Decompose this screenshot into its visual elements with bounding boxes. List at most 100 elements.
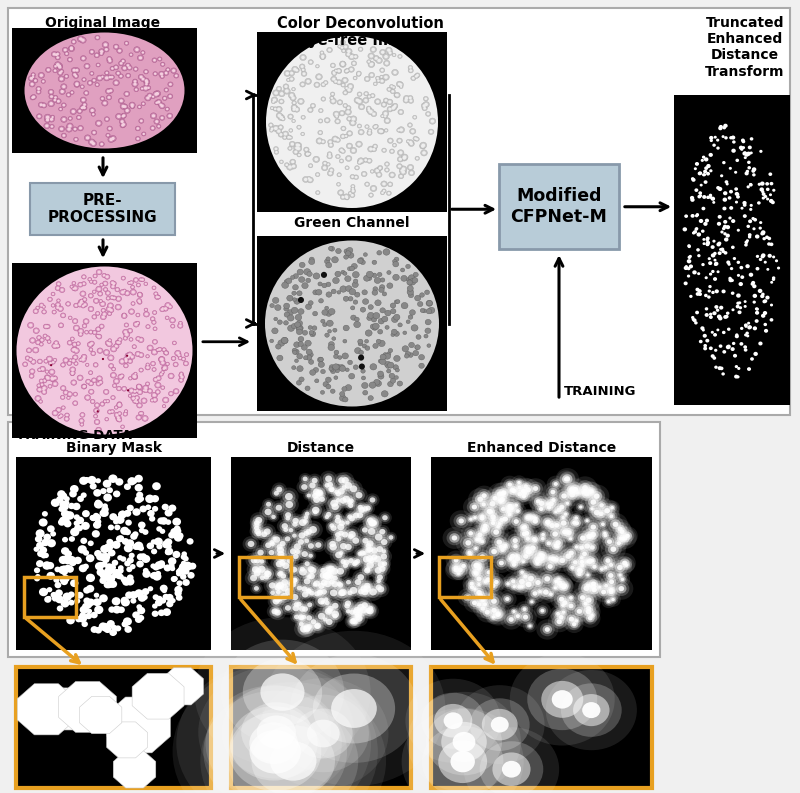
- Bar: [24, 577, 76, 617]
- Ellipse shape: [384, 75, 388, 79]
- Ellipse shape: [59, 517, 66, 523]
- Ellipse shape: [273, 608, 281, 615]
- Ellipse shape: [324, 597, 329, 602]
- Ellipse shape: [525, 478, 546, 499]
- Ellipse shape: [74, 598, 80, 603]
- Ellipse shape: [748, 325, 752, 329]
- Ellipse shape: [58, 283, 60, 285]
- Ellipse shape: [122, 289, 126, 293]
- Ellipse shape: [139, 412, 142, 414]
- Ellipse shape: [338, 488, 345, 495]
- Ellipse shape: [567, 485, 576, 493]
- Ellipse shape: [96, 327, 101, 331]
- Ellipse shape: [554, 611, 568, 624]
- Ellipse shape: [358, 580, 377, 598]
- Ellipse shape: [470, 513, 480, 522]
- Ellipse shape: [378, 59, 381, 62]
- Ellipse shape: [585, 487, 594, 496]
- Ellipse shape: [748, 236, 751, 239]
- Ellipse shape: [287, 310, 294, 316]
- Ellipse shape: [50, 95, 53, 98]
- Ellipse shape: [289, 136, 293, 140]
- Ellipse shape: [152, 506, 158, 511]
- Ellipse shape: [250, 522, 263, 534]
- Ellipse shape: [278, 132, 284, 137]
- Ellipse shape: [101, 75, 105, 79]
- Ellipse shape: [752, 228, 756, 230]
- Ellipse shape: [116, 71, 121, 75]
- Ellipse shape: [313, 156, 320, 163]
- Ellipse shape: [578, 487, 590, 498]
- Ellipse shape: [342, 77, 348, 83]
- Ellipse shape: [142, 389, 146, 392]
- Ellipse shape: [523, 615, 528, 619]
- Ellipse shape: [250, 512, 267, 528]
- Ellipse shape: [321, 480, 334, 491]
- Ellipse shape: [498, 488, 509, 497]
- Ellipse shape: [43, 324, 49, 329]
- Ellipse shape: [63, 358, 69, 363]
- Ellipse shape: [342, 485, 346, 490]
- Ellipse shape: [567, 488, 576, 496]
- Ellipse shape: [346, 496, 356, 505]
- Ellipse shape: [350, 68, 353, 71]
- Ellipse shape: [486, 590, 496, 600]
- Ellipse shape: [346, 251, 351, 256]
- Ellipse shape: [350, 55, 354, 59]
- Ellipse shape: [542, 517, 553, 527]
- Ellipse shape: [587, 489, 593, 494]
- Ellipse shape: [312, 620, 323, 631]
- Ellipse shape: [568, 601, 591, 622]
- Ellipse shape: [268, 540, 277, 548]
- Ellipse shape: [105, 580, 113, 588]
- Ellipse shape: [292, 534, 297, 538]
- Ellipse shape: [584, 531, 594, 542]
- Ellipse shape: [52, 343, 58, 349]
- Ellipse shape: [103, 350, 110, 355]
- Ellipse shape: [315, 489, 323, 496]
- Ellipse shape: [174, 389, 179, 394]
- Ellipse shape: [298, 539, 304, 545]
- Ellipse shape: [522, 491, 527, 496]
- Ellipse shape: [530, 589, 539, 598]
- Ellipse shape: [340, 543, 346, 550]
- Ellipse shape: [43, 334, 47, 338]
- Ellipse shape: [132, 345, 137, 349]
- Ellipse shape: [143, 78, 149, 83]
- Ellipse shape: [742, 140, 746, 144]
- Ellipse shape: [408, 170, 414, 176]
- Ellipse shape: [285, 512, 291, 518]
- Ellipse shape: [310, 165, 312, 167]
- Ellipse shape: [582, 490, 586, 494]
- Ellipse shape: [64, 520, 71, 527]
- Ellipse shape: [690, 196, 694, 200]
- Ellipse shape: [398, 82, 402, 86]
- Ellipse shape: [607, 513, 615, 519]
- Ellipse shape: [524, 511, 546, 532]
- Ellipse shape: [358, 104, 365, 109]
- Ellipse shape: [376, 172, 382, 178]
- Ellipse shape: [530, 535, 541, 546]
- Ellipse shape: [162, 608, 171, 616]
- Ellipse shape: [548, 488, 558, 496]
- Ellipse shape: [124, 337, 126, 339]
- Ellipse shape: [290, 275, 295, 279]
- Ellipse shape: [142, 588, 150, 595]
- Ellipse shape: [142, 132, 146, 136]
- Ellipse shape: [104, 543, 113, 552]
- Ellipse shape: [573, 488, 582, 497]
- Ellipse shape: [124, 484, 131, 490]
- Ellipse shape: [307, 271, 312, 277]
- Ellipse shape: [50, 531, 56, 537]
- Ellipse shape: [153, 311, 157, 315]
- Ellipse shape: [353, 300, 358, 305]
- Ellipse shape: [328, 344, 334, 351]
- Ellipse shape: [100, 325, 103, 328]
- Ellipse shape: [327, 170, 334, 176]
- Ellipse shape: [154, 378, 157, 381]
- Ellipse shape: [129, 308, 134, 314]
- Bar: [8, 422, 660, 657]
- Ellipse shape: [472, 600, 477, 605]
- Ellipse shape: [466, 552, 474, 558]
- Ellipse shape: [601, 523, 605, 526]
